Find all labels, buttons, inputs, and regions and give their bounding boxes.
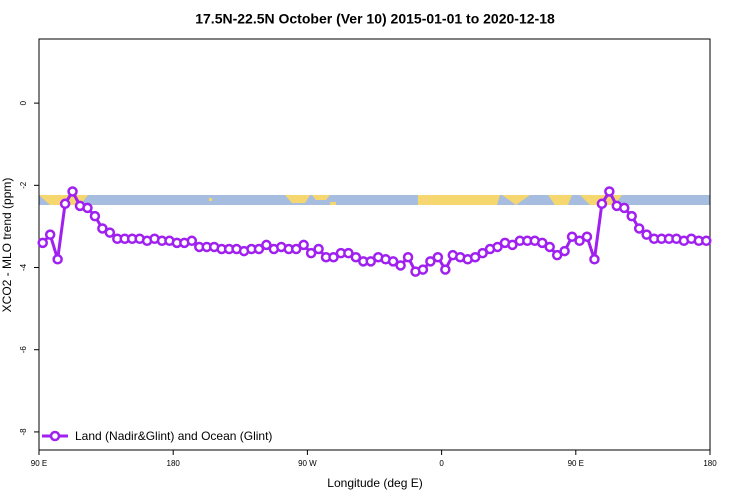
- x-tick-label: 90 E: [31, 459, 47, 468]
- data-point: [387, 256, 399, 267]
- data-point: [641, 229, 652, 240]
- data-point: [566, 231, 578, 242]
- y-tick-label: -2: [19, 181, 28, 189]
- y-tick-label: -6: [19, 346, 28, 354]
- data-point: [59, 198, 71, 210]
- plot-frame: [38, 38, 711, 451]
- data-point: [343, 247, 354, 259]
- data-point: [701, 235, 712, 247]
- data-point: [402, 251, 414, 263]
- data-point: [425, 256, 436, 267]
- data-point: [559, 245, 570, 257]
- y-axis-label: XCO2 - MLO trend (ppm): [0, 178, 14, 313]
- data-point: [492, 241, 503, 253]
- data-point: [589, 254, 600, 265]
- data-point: [619, 202, 630, 214]
- data-point: [551, 249, 563, 261]
- legend-label: Land (Nadir&Glint) and Ocean (Glint): [75, 429, 272, 443]
- data-point: [537, 237, 548, 249]
- x-tick-label: 0: [439, 459, 444, 468]
- data-point: [469, 251, 481, 263]
- data-point: [37, 237, 48, 249]
- data-point: [67, 186, 78, 197]
- data-point: [477, 247, 488, 259]
- data-point: [596, 198, 608, 210]
- legend-marker: [49, 430, 61, 442]
- data-point: [633, 223, 645, 234]
- data-point: [298, 239, 309, 251]
- data-point: [52, 254, 63, 265]
- data-point: [581, 231, 593, 242]
- x-tick-label: 180: [703, 459, 717, 468]
- data-point: [432, 251, 444, 263]
- data-point: [328, 251, 339, 263]
- data-point: [626, 210, 637, 222]
- x-axis-label: Longitude (deg E): [327, 476, 422, 490]
- data-point: [44, 229, 56, 240]
- y-tick-label: -8: [19, 428, 28, 436]
- data-point: [82, 202, 93, 214]
- x-tick-label: 90 W: [298, 459, 317, 468]
- data-point: [290, 243, 302, 255]
- data-point: [440, 264, 451, 275]
- legend: Land (Nadir&Glint) and Ocean (Glint): [42, 429, 272, 443]
- data-point: [261, 239, 272, 251]
- chart-title: 17.5N-22.5N October (Ver 10) 2015-01-01 …: [195, 11, 555, 27]
- data-point: [544, 241, 555, 253]
- data-point: [574, 235, 585, 247]
- data-point: [89, 210, 101, 222]
- data-point: [417, 264, 429, 275]
- y-tick-label: 0: [19, 100, 28, 105]
- data-point: [350, 251, 362, 263]
- y-tick-label: -4: [19, 263, 28, 271]
- x-tick-label: 180: [167, 459, 181, 468]
- x-tick-label: 90 E: [568, 459, 584, 468]
- data-point: [253, 243, 265, 255]
- data-point: [313, 243, 324, 255]
- data-point: [365, 256, 377, 267]
- data-point: [604, 186, 615, 197]
- data-point: [186, 235, 198, 247]
- data-point: [395, 260, 406, 271]
- data-point: [97, 223, 108, 234]
- data-point: [305, 247, 317, 259]
- data-point: [507, 239, 518, 251]
- data-point: [104, 227, 116, 238]
